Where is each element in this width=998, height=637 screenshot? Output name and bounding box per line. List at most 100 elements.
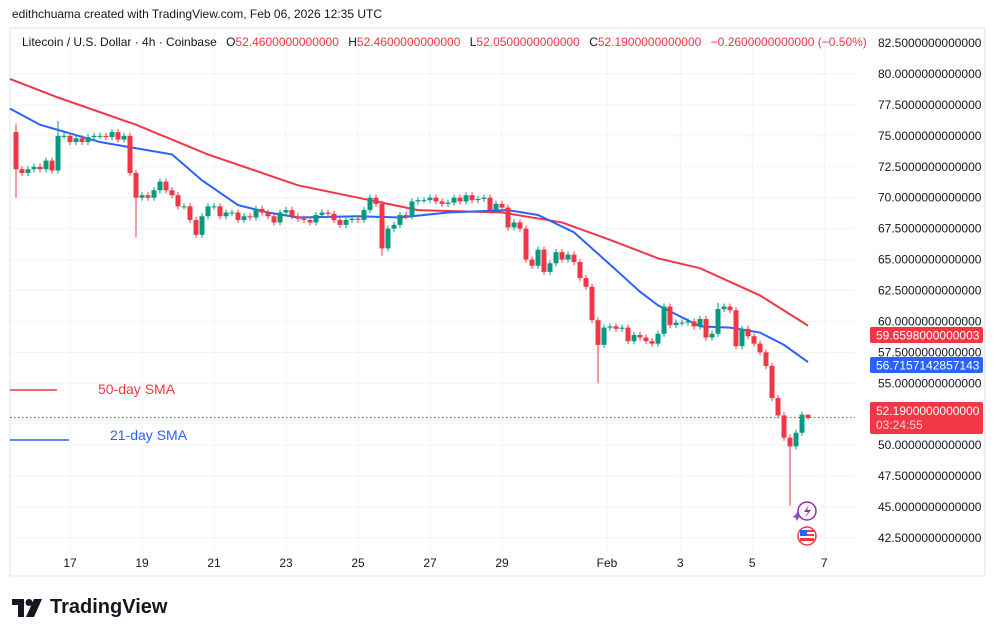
candle-down <box>787 437 793 447</box>
candle-up <box>511 222 517 228</box>
candle-up <box>415 200 421 202</box>
candles <box>13 121 811 506</box>
time-tick-label: 23 <box>279 556 293 570</box>
price-tick-label: 70.0000000000000 <box>878 191 982 205</box>
price-tick-label: 47.5000000000000 <box>878 469 982 483</box>
candle-down <box>235 212 241 220</box>
candle-down <box>433 197 439 202</box>
candle-down <box>457 197 463 202</box>
candle-down <box>703 318 709 338</box>
candle-up <box>661 306 667 334</box>
candle-down <box>19 169 25 173</box>
price-tick-label: 62.5000000000000 <box>878 283 982 297</box>
candle-down <box>265 212 271 217</box>
candle-down <box>769 365 775 399</box>
candle-up <box>283 210 289 213</box>
candle-down <box>145 195 151 198</box>
candle-up <box>61 135 67 137</box>
svg-text:59.6598000000003: 59.6598000000003 <box>876 329 980 343</box>
candle-up <box>481 197 487 199</box>
candle-down <box>517 222 523 229</box>
price-tick-label: 75.0000000000000 <box>878 129 982 143</box>
candle-up <box>91 135 97 138</box>
candle-down <box>325 212 331 214</box>
candle-down <box>175 195 181 207</box>
candle-down <box>103 135 109 138</box>
price-tick-label: 65.0000000000000 <box>878 253 982 267</box>
price-tick-label: 80.0000000000000 <box>878 67 982 81</box>
candle-up <box>607 326 613 328</box>
candle-down <box>439 201 445 204</box>
candle-up <box>199 216 205 235</box>
candle-down <box>37 166 43 170</box>
candle-down <box>625 327 631 342</box>
candle-up <box>151 190 157 198</box>
candle-down <box>523 228 529 260</box>
candle-down <box>805 414 811 419</box>
sma50-line <box>9 78 809 327</box>
time-axis[interactable]: 17 19 21 23 25 27 29 Feb 3 5 7 <box>63 556 828 570</box>
candle-up <box>739 328 745 347</box>
tradingview-logo-icon <box>12 598 42 617</box>
candle-down <box>373 197 379 204</box>
us-flag-event-icon[interactable] <box>797 526 817 546</box>
candle-down <box>295 216 301 219</box>
high-value: H52.4600000000000 <box>348 35 461 49</box>
candle-up <box>493 203 499 211</box>
price-tick-label: 50.0000000000000 <box>878 438 982 452</box>
candle-down <box>163 181 169 191</box>
candle-down <box>79 138 85 143</box>
price-tick-label: 82.5000000000000 <box>878 36 982 50</box>
open-value: O52.4600000000000 <box>226 35 339 49</box>
candle-down <box>169 190 175 196</box>
candle-up <box>139 195 145 198</box>
price-tick-label: 77.5000000000000 <box>878 98 982 112</box>
candle-up <box>157 181 163 191</box>
candle-down <box>259 208 265 213</box>
candle-down <box>127 135 133 173</box>
price-tick-label: 55.0000000000000 <box>878 376 982 390</box>
candle-down <box>595 320 601 345</box>
lightning-icon[interactable] <box>792 501 817 521</box>
time-tick-label: 25 <box>351 556 365 570</box>
price-tick-label: 57.5000000000000 <box>878 345 982 359</box>
candle-up <box>397 215 403 225</box>
time-tick-label: 5 <box>749 556 756 570</box>
candle-down <box>745 328 751 337</box>
candle-up <box>601 327 607 345</box>
price-tick-label: 45.0000000000000 <box>878 500 982 514</box>
candle-up <box>43 160 49 170</box>
candle-down <box>589 286 595 321</box>
candle-up <box>715 309 721 334</box>
candle-down <box>289 210 295 217</box>
candle-up <box>655 333 661 344</box>
candle-up <box>631 335 637 342</box>
candle-up <box>463 195 469 202</box>
sma21-line <box>9 107 809 363</box>
candle-down <box>13 132 19 170</box>
bar-countdown: 03:24:55 <box>876 418 923 432</box>
candle-up <box>451 197 457 203</box>
tradingview-logo[interactable]: TradingView <box>12 596 167 619</box>
candle-up <box>367 197 373 211</box>
candle-down <box>637 335 643 338</box>
svg-text:52.1900000000000: 52.1900000000000 <box>876 404 980 418</box>
symbol-title[interactable]: Litecoin / U.S. Dollar · 4h · Coinbase <box>22 35 217 49</box>
candle-up <box>205 206 211 217</box>
chart-border <box>9 27 986 577</box>
candle-down <box>271 216 277 223</box>
candle-up <box>535 249 541 266</box>
candle-up <box>565 254 571 260</box>
candle-up <box>277 212 283 223</box>
candle-down <box>133 172 139 198</box>
candle-down <box>775 398 781 416</box>
price-tick-label: 67.5000000000000 <box>878 222 982 236</box>
candle-down <box>583 278 589 287</box>
low-value: L52.0500000000000 <box>469 35 580 49</box>
candle-up <box>721 306 727 310</box>
candle-up <box>445 202 451 204</box>
candle-down <box>691 321 697 327</box>
symbol-header: Litecoin / U.S. Dollar · 4h · Coinbase O… <box>22 35 867 49</box>
price-axis[interactable]: 82.5000000000000 80.0000000000000 77.50000… <box>878 36 982 545</box>
